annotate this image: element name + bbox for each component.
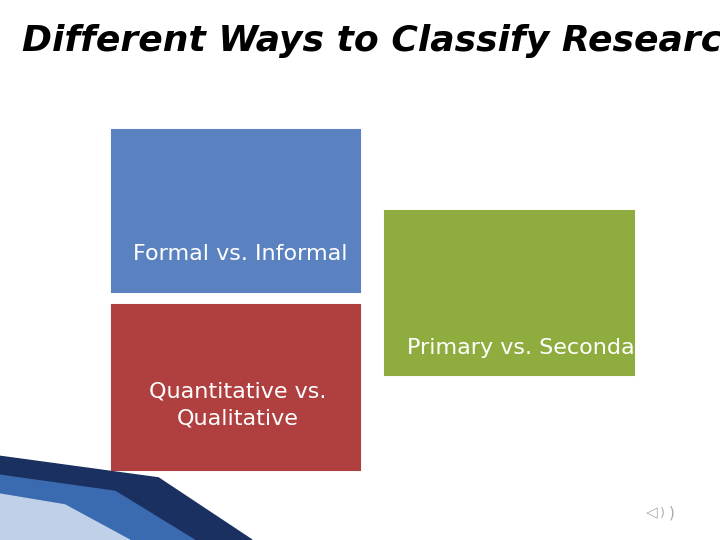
Polygon shape (0, 494, 130, 540)
Text: Formal vs. Informal: Formal vs. Informal (133, 244, 348, 264)
Polygon shape (0, 475, 194, 540)
Text: Different Ways to Classify Research: Different Ways to Classify Research (22, 24, 720, 58)
Text: ): ) (660, 507, 665, 519)
Polygon shape (0, 456, 252, 540)
Text: ◁: ◁ (646, 505, 657, 521)
Text: Primary vs. Secondary: Primary vs. Secondary (407, 338, 657, 359)
FancyBboxPatch shape (112, 130, 360, 292)
FancyBboxPatch shape (112, 305, 360, 470)
FancyBboxPatch shape (385, 211, 634, 375)
Text: ): ) (669, 505, 675, 521)
Text: Quantitative vs.
Qualitative: Quantitative vs. Qualitative (149, 382, 326, 428)
